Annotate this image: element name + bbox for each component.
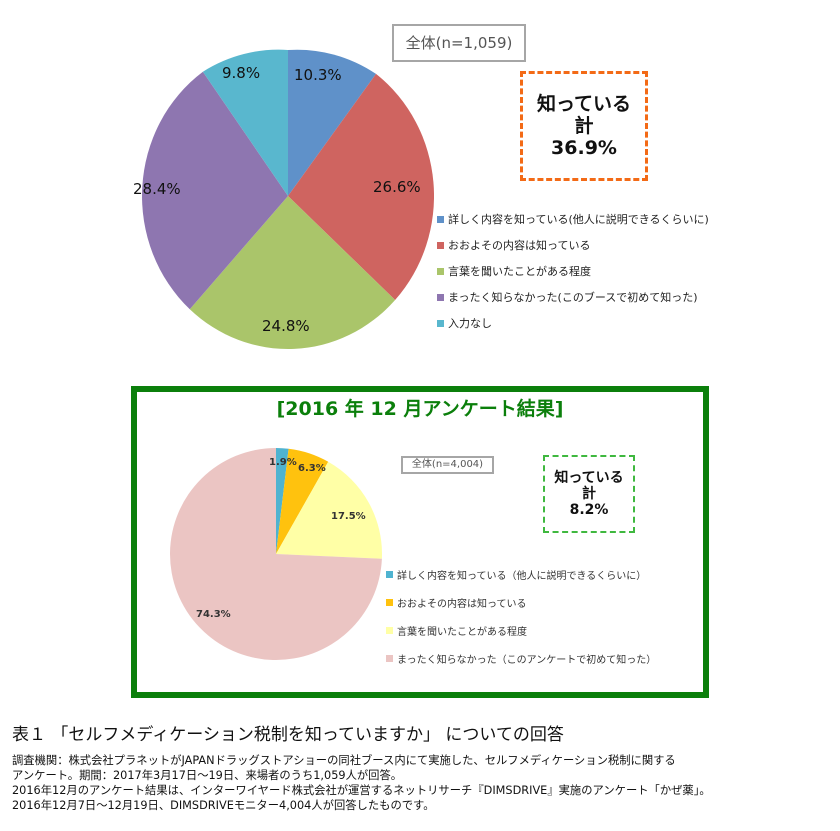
- table-caption-title: 表１ 「セルフメディケーション税制を知っていますか」 についての回答: [12, 725, 564, 745]
- slice-rough: [288, 73, 434, 300]
- label-17-5: 17.5%: [331, 511, 366, 522]
- caption-line: 2016年12月のアンケート結果は、インターワイヤード株式会社が運営するネットリ…: [12, 784, 711, 797]
- caption-line: 調査機関：株式会社プラネットがJAPANドラッグストアショーの同社ブース内にて実…: [12, 754, 676, 767]
- known-label: 知っている: [554, 470, 624, 486]
- known-total-box-2016: 知っている 計 8.2%: [543, 455, 635, 533]
- swatch-icon: [437, 267, 444, 275]
- label-10-3: 10.3%: [294, 66, 342, 84]
- legend-label: 詳しく内容を知っている（他人に説明できるくらいに）: [397, 570, 647, 582]
- slice-no-input: [202, 49, 288, 196]
- label-6-3: 6.3%: [298, 463, 326, 474]
- legend-item: 言葉を聞いたことがある程度: [386, 616, 656, 644]
- legend-label: まったく知らなかった（このアンケートで初めて知った）: [397, 654, 657, 666]
- legend-item: おおよその内容は知っている: [386, 588, 656, 616]
- survey-2016-heading: [2016 年 12 月アンケート結果]: [276, 398, 564, 420]
- legend-label: 言葉を聞いたことがある程度: [448, 265, 591, 278]
- legend-item: まったく知らなかった（このアンケートで初めて知った）: [386, 644, 656, 672]
- label-9-8: 9.8%: [222, 64, 261, 82]
- slice-heard: [189, 196, 396, 349]
- legend-2016: 詳しく内容を知っている（他人に説明できるくらいに） おおよその内容は知っている …: [386, 560, 656, 672]
- legend-item: 詳しく内容を知っている（他人に説明できるくらいに）: [386, 560, 656, 588]
- swatch-icon: [386, 654, 393, 662]
- known-total-box-2017: 知っている 計 36.9%: [520, 71, 648, 181]
- legend-item: 入力なし: [437, 310, 709, 336]
- label-28-4: 28.4%: [133, 180, 181, 198]
- known-percent: 8.2%: [569, 502, 609, 518]
- legend-item: 言葉を聞いたことがある程度: [437, 258, 709, 284]
- slice-heard: [276, 461, 382, 559]
- sample-size-box-2016: 全体(n=4,004): [401, 456, 494, 474]
- legend-2017: 詳しく内容を知っている(他人に説明できるくらいに) おおよその内容は知っている …: [437, 206, 709, 336]
- known-total-label: 計: [582, 486, 596, 502]
- caption-line: アンケート。期間：2017年3月17日～19日、来場者のうち1,059人が回答。: [12, 769, 403, 782]
- swatch-icon: [386, 570, 393, 578]
- table-caption-body: 調査機関：株式会社プラネットがJAPANドラッグストアショーの同社ブース内にて実…: [12, 753, 832, 813]
- swatch-icon: [437, 293, 444, 301]
- pie-chart-2016: [170, 448, 382, 660]
- slice-unknown: [170, 448, 382, 660]
- legend-item: おおよその内容は知っている: [437, 232, 709, 258]
- known-label: 知っている: [536, 93, 632, 115]
- slice-unknown: [142, 71, 288, 310]
- swatch-icon: [386, 626, 393, 634]
- label-26-6: 26.6%: [373, 178, 421, 196]
- slice-detailed: [288, 49, 376, 196]
- known-percent: 36.9%: [551, 137, 617, 159]
- slice-rough: [276, 448, 329, 554]
- legend-label: 詳しく内容を知っている(他人に説明できるくらいに): [448, 213, 709, 226]
- slice-detailed: [276, 448, 289, 554]
- label-74-3: 74.3%: [196, 609, 231, 620]
- legend-label: まったく知らなかった(このブースで初めて知った): [448, 291, 698, 304]
- legend-label: おおよその内容は知っている: [448, 239, 591, 252]
- legend-label: 入力なし: [448, 317, 492, 330]
- survey-2016-frame: [131, 386, 709, 698]
- pie-chart-2017: [142, 49, 434, 349]
- swatch-icon: [386, 598, 393, 606]
- swatch-icon: [437, 319, 444, 327]
- caption-line: 2016年12月7日～12月19日、DIMSDRIVEモニター4,004人が回答…: [12, 799, 435, 812]
- swatch-icon: [437, 215, 444, 223]
- legend-item: まったく知らなかった(このブースで初めて知った): [437, 284, 709, 310]
- swatch-icon: [437, 241, 444, 249]
- known-total-label: 計: [574, 115, 594, 137]
- legend-label: おおよその内容は知っている: [397, 598, 527, 610]
- legend-label: 言葉を聞いたことがある程度: [397, 626, 527, 638]
- legend-item: 詳しく内容を知っている(他人に説明できるくらいに): [437, 206, 709, 232]
- label-24-8: 24.8%: [262, 317, 310, 335]
- label-1-9: 1.9%: [269, 457, 297, 468]
- sample-size-box-2017: 全体(n=1,059): [392, 24, 526, 62]
